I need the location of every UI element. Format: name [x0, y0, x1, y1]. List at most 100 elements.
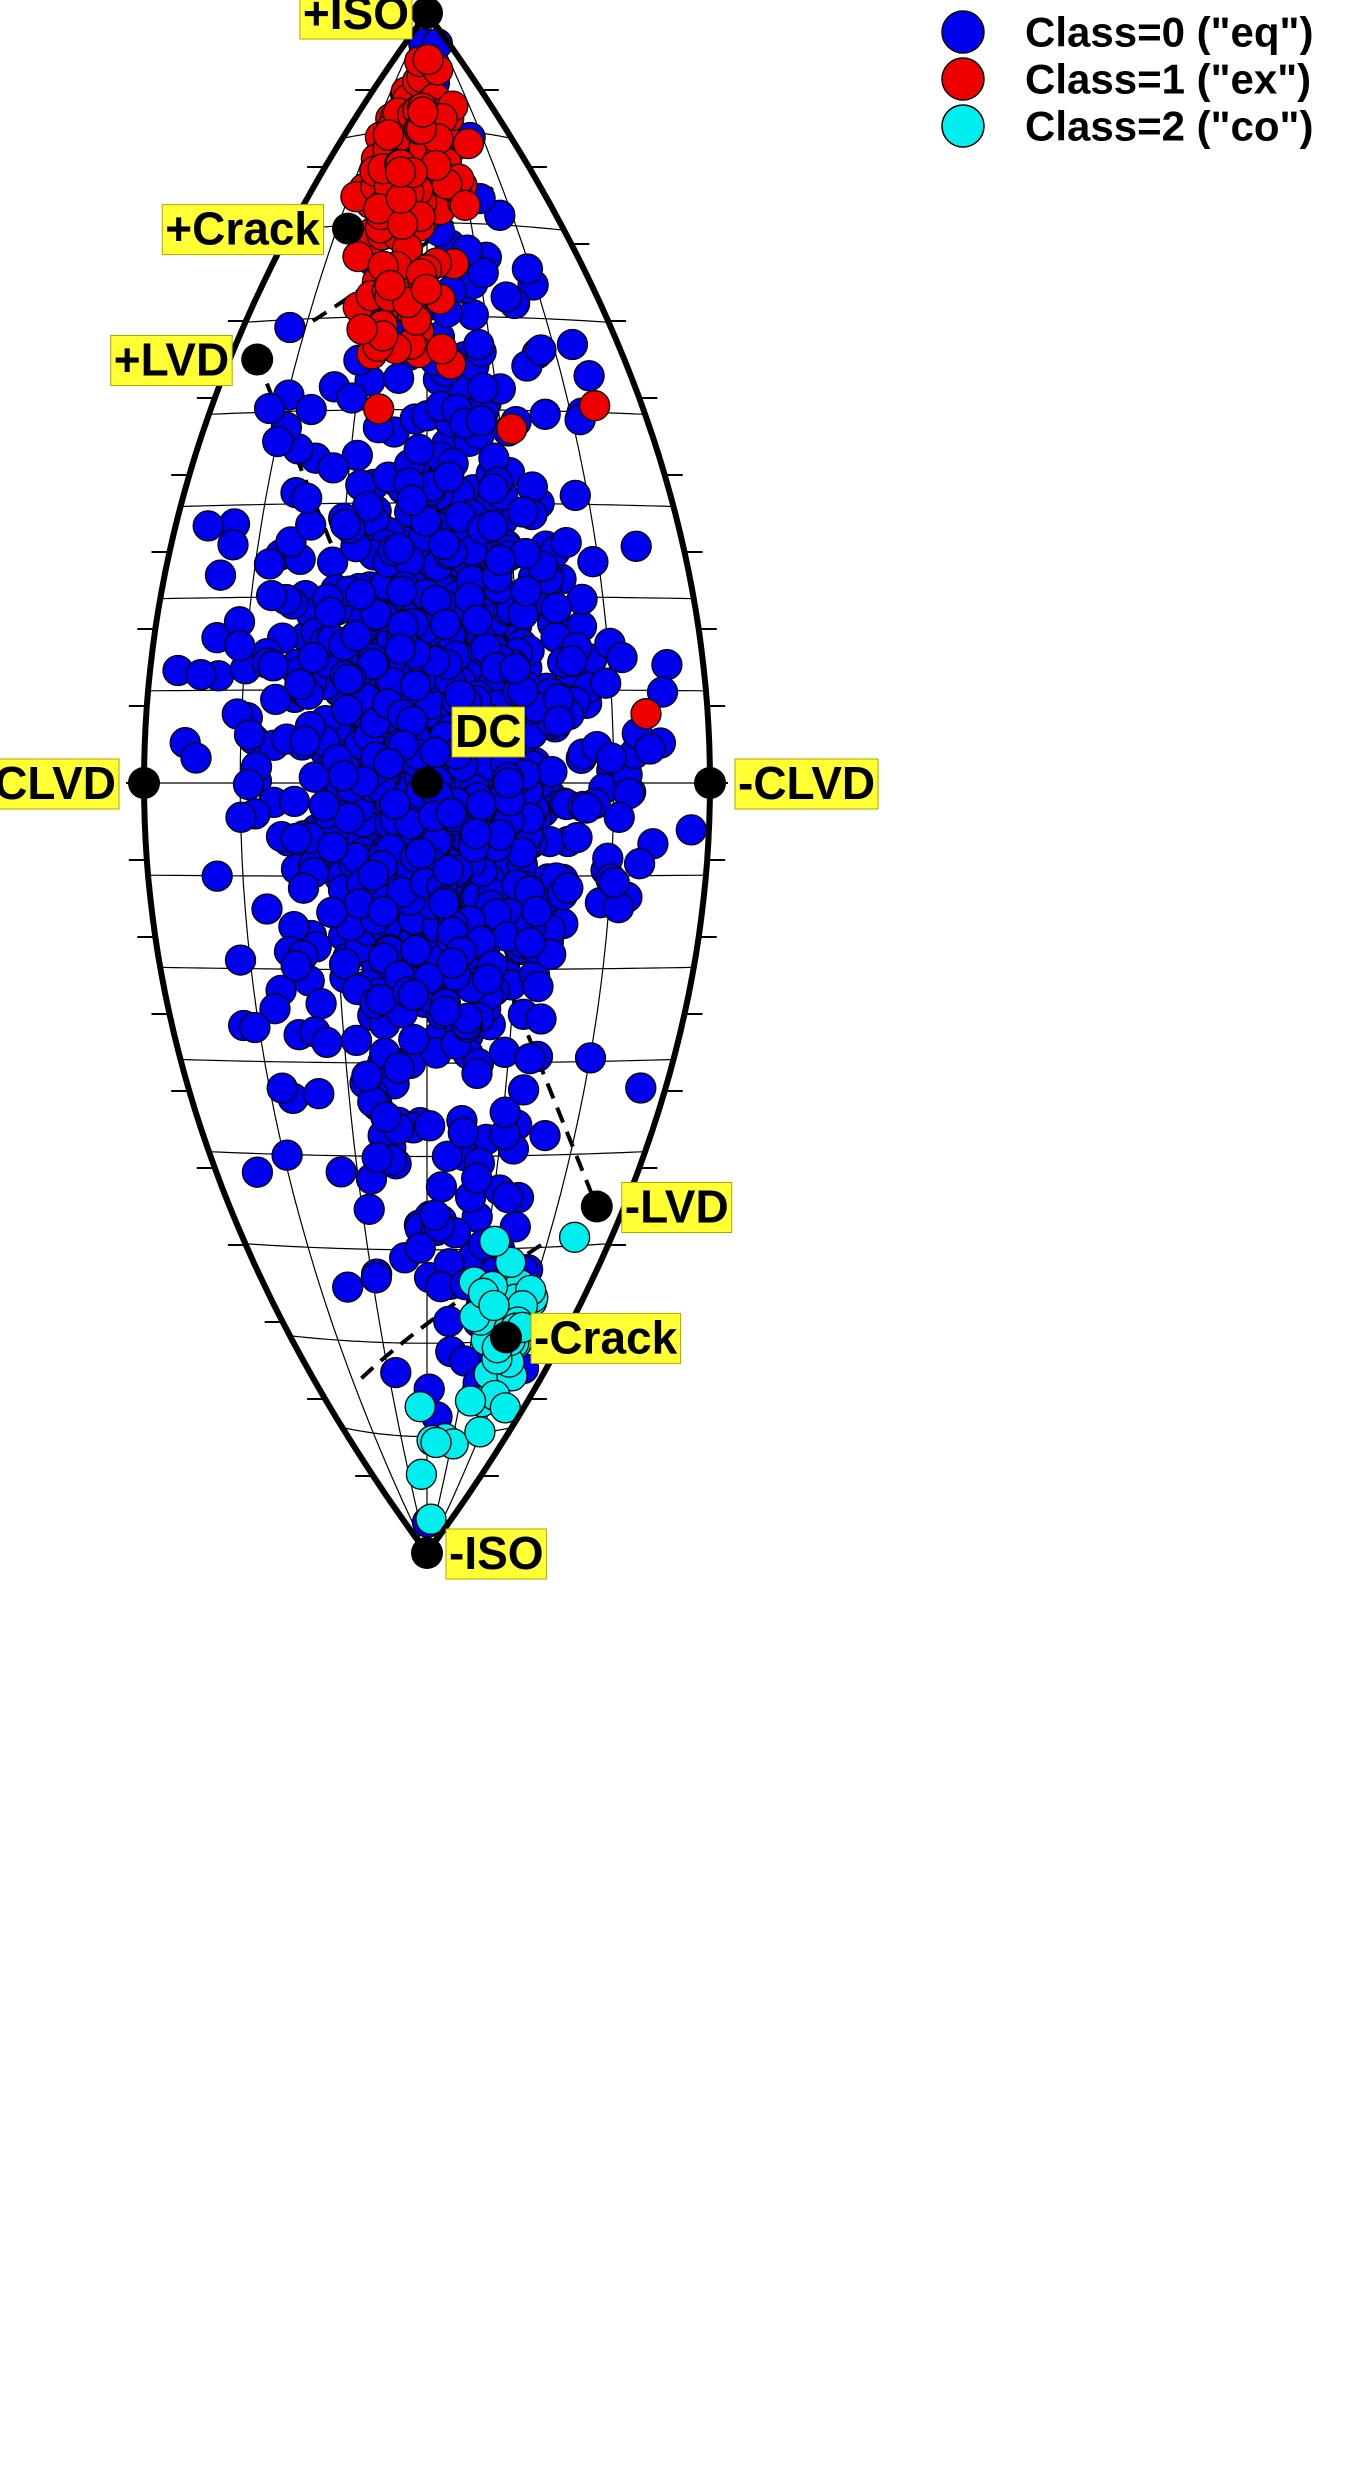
data-point [623, 848, 656, 880]
data-point [429, 608, 462, 641]
reference-label: +Crack [165, 203, 320, 255]
data-point [496, 413, 528, 445]
legend-marker [941, 104, 985, 148]
data-point [380, 1356, 412, 1389]
data-point [224, 630, 256, 662]
data-point [336, 382, 368, 414]
data-point [540, 592, 572, 624]
data-point [351, 1060, 383, 1092]
reference-label-bg [451, 706, 525, 758]
data-point [317, 452, 349, 484]
data-point [511, 253, 544, 285]
data-point [340, 1024, 373, 1057]
reference-point: -ISO [411, 1527, 548, 1580]
data-point [405, 1458, 438, 1490]
data-point [429, 995, 461, 1027]
data-point [232, 768, 265, 801]
data-point [287, 872, 320, 904]
reference-marker [332, 212, 364, 245]
data-point [552, 872, 584, 904]
data-point [204, 559, 237, 591]
data-point [573, 360, 605, 392]
data-point [543, 705, 575, 737]
data-point [432, 854, 464, 886]
reference-label-bg [299, 0, 413, 40]
data-point [467, 372, 499, 404]
data-point [507, 496, 539, 528]
data-point [266, 1072, 298, 1104]
data-point [399, 669, 432, 702]
reference-marker [411, 767, 443, 799]
data-point [489, 1096, 521, 1128]
data-point [180, 742, 212, 774]
data-point [484, 544, 516, 576]
data-point [595, 742, 628, 774]
data-point [332, 663, 364, 695]
reference-points: +ISO -ISO DC +CLVD -CLVD +LVD -LVD +Crack -Crack [0, 0, 879, 1580]
data-point [420, 1426, 452, 1459]
data-point [414, 1110, 446, 1142]
data-point [374, 269, 406, 302]
data-point [625, 1072, 657, 1104]
data-point [431, 1140, 464, 1172]
data-point [327, 760, 359, 792]
legend-entry: Class=1 ("ex") [941, 56, 1311, 103]
data-point [346, 313, 378, 345]
data-point [461, 1162, 493, 1194]
reference-marker [694, 767, 726, 799]
data-point [494, 1246, 527, 1278]
data-point [558, 1221, 591, 1253]
data-point [514, 926, 546, 959]
reference-marker [490, 1321, 522, 1354]
reference-label: -Crack [534, 1311, 678, 1363]
data-point [536, 755, 568, 788]
data-point [525, 1003, 557, 1035]
data-point [280, 950, 312, 982]
data-point [353, 1193, 385, 1225]
series-group [340, 43, 662, 730]
data-point [383, 532, 415, 565]
data-point [224, 944, 257, 976]
data-point [257, 650, 289, 682]
data-point [295, 393, 327, 426]
reference-marker [241, 343, 274, 376]
reference-label-bg [0, 758, 120, 810]
data-point [466, 789, 498, 821]
reference-point: DC [411, 705, 525, 799]
data-point [419, 736, 451, 768]
reference-marker [411, 1537, 443, 1569]
data-point [201, 860, 233, 892]
data-point [436, 947, 469, 979]
data-point [340, 620, 372, 652]
data-point [574, 1042, 607, 1074]
data-point [316, 896, 348, 929]
data-point [278, 785, 311, 818]
data-point [577, 546, 609, 578]
data-point [251, 893, 283, 925]
data-point [461, 1057, 493, 1090]
data-point [259, 993, 291, 1025]
data-point [603, 801, 635, 833]
data-point [598, 866, 630, 899]
data-point [360, 1262, 392, 1294]
data-point [478, 1289, 510, 1322]
data-point [510, 575, 542, 607]
data-point [419, 1199, 451, 1231]
data-points [162, 28, 707, 1538]
data-point [325, 1156, 357, 1188]
data-point [403, 433, 435, 466]
reference-point: +Crack [161, 203, 364, 256]
data-point [561, 821, 593, 854]
legend-entry: Class=0 ("eq") [941, 9, 1313, 56]
data-point [460, 817, 492, 850]
reference-point: -LVD [580, 1181, 733, 1233]
data-point [550, 526, 582, 559]
data-point [383, 1052, 415, 1084]
reference-marker [580, 1190, 613, 1223]
reference-label-bg [110, 335, 233, 386]
data-point [529, 1119, 561, 1152]
data-point [457, 299, 489, 331]
reference-label: +CLVD [0, 757, 116, 809]
data-point [328, 948, 361, 980]
